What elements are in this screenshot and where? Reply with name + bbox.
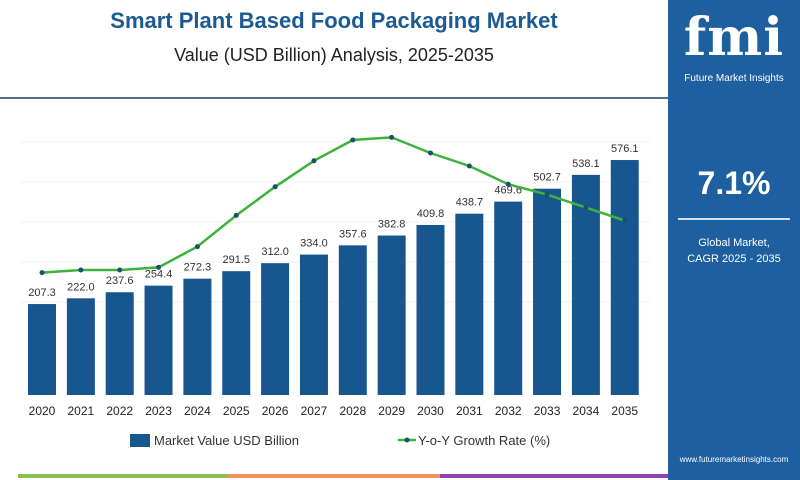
bar: [183, 278, 212, 395]
stripe-purple: [440, 474, 668, 478]
chart-subtitle: Value (USD Billion) Analysis, 2025-2035: [174, 45, 494, 65]
x-tick-label: 2025: [223, 404, 250, 418]
bar-value-label: 254.4: [145, 269, 173, 281]
cagr-value: 7.1%: [697, 165, 771, 201]
growth-point: [428, 150, 433, 156]
cagr-divider: [678, 218, 790, 220]
growth-point: [272, 184, 278, 190]
bar: [455, 213, 484, 395]
bar: [610, 160, 639, 395]
legend-line-label: Y-o-Y Growth Rate (%): [418, 433, 550, 448]
bar: [66, 298, 95, 395]
x-tick-label: 2032: [495, 404, 522, 418]
bar-value-label: 469.6: [494, 185, 522, 197]
bar: [338, 245, 367, 395]
bar: [222, 271, 251, 395]
growth-point: [233, 212, 239, 218]
bar: [377, 235, 406, 395]
growth-point: [156, 264, 162, 270]
x-tick-label: 2030: [417, 404, 444, 418]
x-tick-label: 2031: [456, 404, 483, 418]
header-divider: [0, 97, 668, 99]
growth-point: [622, 218, 628, 224]
bar: [299, 254, 328, 395]
bar-value-label: 576.1: [611, 143, 639, 155]
legend-bar-label: Market Value USD Billion: [154, 433, 299, 448]
stripe-green: [18, 474, 228, 478]
bar: [494, 201, 523, 395]
growth-line: [41, 136, 626, 274]
bar: [144, 285, 173, 395]
bar-value-label: 237.6: [106, 275, 134, 287]
growth-point: [389, 134, 395, 140]
x-tick-label: 2022: [106, 404, 133, 418]
x-tick-label: 2034: [573, 404, 600, 418]
growth-point: [194, 244, 200, 250]
bar-value-label: 334.0: [300, 238, 328, 250]
cagr-label-line1: Global Market,: [698, 237, 770, 249]
bar-value-label: 291.5: [222, 254, 250, 266]
x-tick-label: 2027: [301, 404, 328, 418]
bar: [105, 292, 134, 395]
growth-point: [311, 158, 317, 164]
cagr-label-line2: CAGR 2025 - 2035: [687, 253, 781, 265]
x-tick-label: 2029: [378, 404, 405, 418]
bar-value-label: 502.7: [533, 172, 561, 184]
bar-value-label: 438.7: [456, 197, 484, 209]
chart-title: Smart Plant Based Food Packaging Market: [110, 8, 558, 33]
x-tick-label: 2035: [611, 404, 638, 418]
bar-value-label: 357.6: [339, 228, 367, 240]
x-tick-label: 2024: [184, 404, 211, 418]
growth-point: [350, 137, 356, 143]
bar: [28, 304, 56, 395]
chart: 207.3 2020 222.0 2021 237.6 2022 254.4 2023 272.…: [20, 134, 650, 448]
growth-point: [39, 270, 45, 276]
bar-value-label: 312.0: [261, 246, 289, 258]
growth-point: [117, 267, 123, 273]
stripe-orange: [228, 474, 440, 478]
x-tick-label: 2028: [339, 404, 366, 418]
bar-value-label: 409.8: [417, 208, 445, 220]
legend-line-marker: [404, 437, 410, 443]
logo-subtitle: Future Market Insights: [684, 73, 784, 84]
legend-bar-swatch: [130, 434, 150, 447]
bar: [416, 224, 445, 395]
cagr-label: Global Market, CAGR 2025 - 2035: [668, 235, 800, 267]
x-tick-label: 2021: [67, 404, 94, 418]
side-panel: fmi Future Market Insights 7.1% Global M…: [668, 0, 800, 480]
bar-value-label: 207.3: [28, 287, 56, 299]
bar: [261, 263, 290, 395]
bar-value-label: 538.1: [572, 158, 600, 170]
x-tick-label: 2033: [534, 404, 561, 418]
growth-point: [466, 163, 472, 169]
website-link[interactable]: www.futuremarketinsights.com: [679, 455, 789, 464]
growth-point: [78, 267, 84, 273]
growth-point: [544, 192, 550, 198]
fmi-logo: fmi: [683, 7, 785, 68]
growth-point: [505, 181, 511, 187]
bar-value-label: 272.3: [184, 262, 212, 274]
bar: [533, 188, 562, 395]
bar-value-label: 222.0: [67, 281, 95, 293]
growth-point: [583, 205, 589, 211]
x-tick-label: 2023: [145, 404, 172, 418]
x-tick-label: 2020: [29, 404, 56, 418]
x-tick-label: 2026: [262, 404, 289, 418]
bar-value-label: 382.8: [378, 219, 406, 231]
